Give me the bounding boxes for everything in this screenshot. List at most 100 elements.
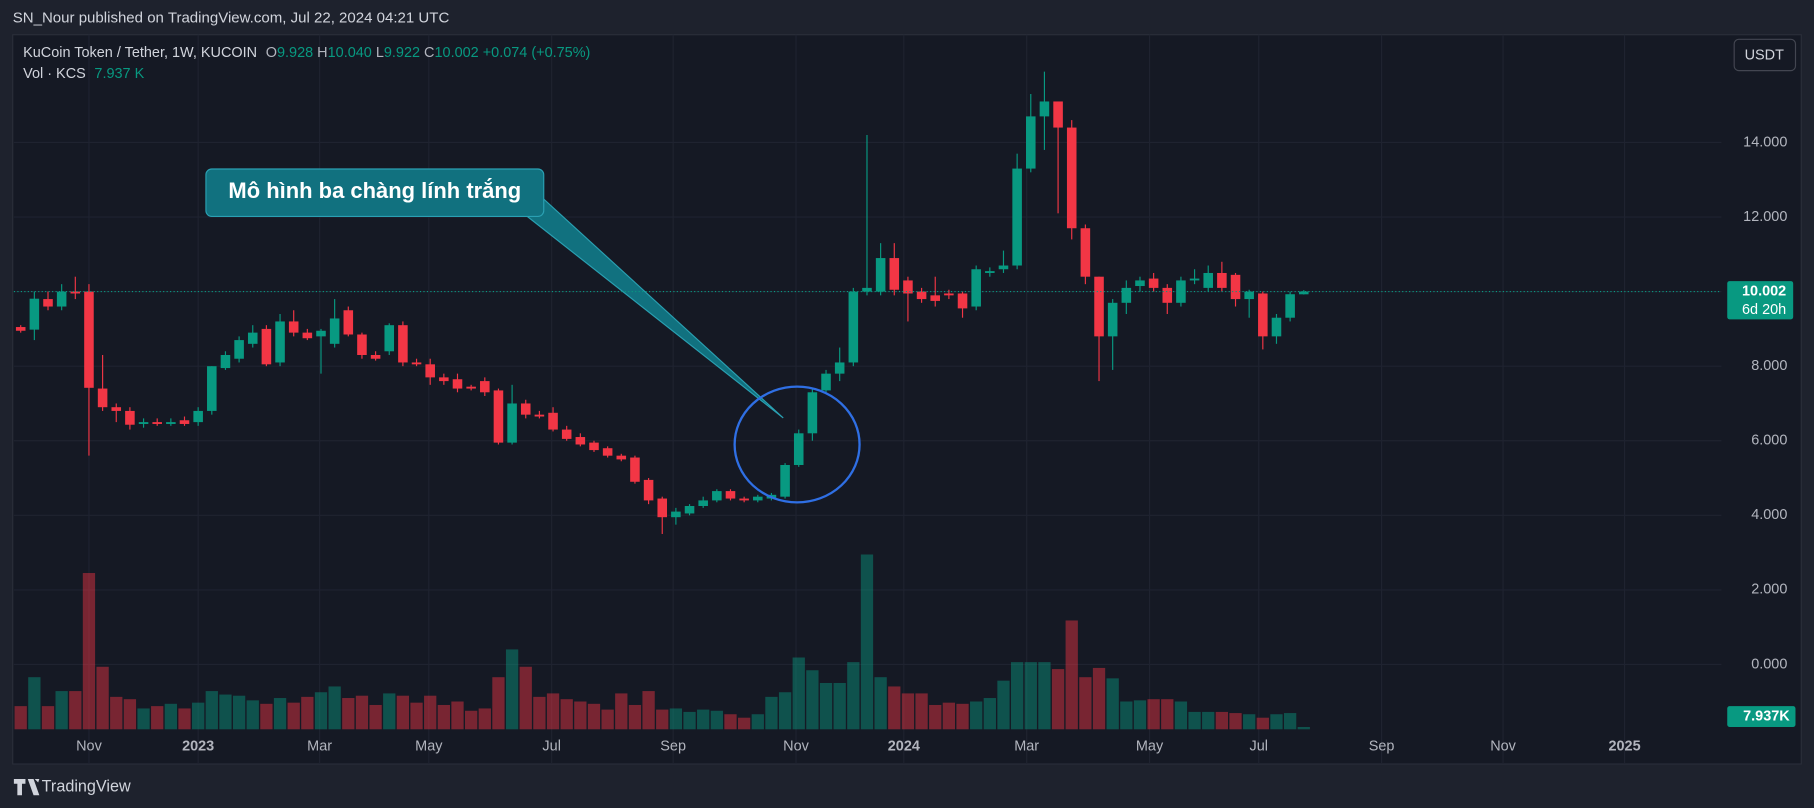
candle-body (657, 498, 668, 518)
volume-bar (437, 704, 450, 730)
candle-body (220, 355, 231, 369)
x-tick-label: Nov (783, 738, 809, 754)
volume-bar (260, 703, 273, 730)
candle-body (1162, 287, 1173, 303)
candle-body (193, 410, 203, 423)
volume-bar (628, 704, 642, 730)
volume-bar (1038, 662, 1051, 730)
volume-bar (55, 691, 68, 730)
candle-body (302, 332, 313, 339)
candle-body (589, 442, 599, 451)
currency-label[interactable]: USDT (1745, 47, 1785, 63)
candle-body (411, 362, 422, 365)
brand-name: TradingView (42, 777, 131, 795)
candle-body (56, 291, 67, 307)
candle-body (166, 422, 176, 424)
candle-body (370, 355, 381, 359)
volume-bar (1283, 713, 1297, 730)
candle-body (234, 340, 244, 359)
brand-logo (13, 779, 40, 796)
volume-bar (1079, 677, 1092, 730)
candle-body (793, 433, 804, 465)
candle-body (698, 500, 708, 507)
y-tick-label: 2.000 (1751, 582, 1787, 598)
candle-body (889, 258, 900, 290)
candle-body (452, 379, 463, 389)
volume-name: Vol · KCS (23, 66, 86, 82)
candle-body (384, 325, 395, 352)
candle-body (1285, 294, 1295, 318)
y-tick-label: 12.000 (1743, 209, 1787, 225)
volume-bar (983, 698, 996, 730)
candle-body (985, 271, 995, 273)
volume-bar (546, 693, 560, 730)
candle-body (753, 496, 763, 501)
candle-body (780, 464, 790, 497)
candle-body (1121, 287, 1132, 303)
candle-body (111, 407, 122, 411)
volume-bar (1133, 700, 1147, 730)
volume-bar (697, 709, 710, 730)
candle-body (125, 410, 135, 425)
candle-body (1244, 291, 1254, 300)
volume-bar (1024, 662, 1037, 730)
volume-badge (1727, 706, 1796, 727)
volume-bar (69, 691, 82, 730)
volume-bar (1297, 726, 1310, 730)
volume-bar (737, 717, 751, 730)
volume-bar (1188, 711, 1201, 730)
volume-bar (1161, 699, 1174, 730)
currency-button[interactable] (1733, 38, 1797, 72)
candle-body (739, 498, 749, 501)
candle-body (684, 506, 695, 514)
volume-bar (560, 699, 573, 730)
volume-bar (410, 702, 423, 730)
volume-bar (478, 708, 491, 730)
volume-bar (1120, 701, 1133, 730)
candle-body (998, 265, 1009, 270)
volume-bar (997, 680, 1010, 730)
volume-bar (1092, 667, 1106, 730)
volume-bar (874, 677, 887, 730)
x-tick-label: Sep (660, 738, 686, 754)
volume-bar (110, 696, 123, 730)
candle-body (466, 386, 476, 389)
publish-info: SN_Nour published on TradingView.com, Ju… (13, 9, 450, 26)
legend-value: 10.040 (328, 45, 372, 61)
volume-bar (819, 682, 833, 730)
candle-body (1203, 272, 1214, 288)
candle-body (712, 491, 722, 501)
volume-bar (342, 698, 355, 730)
volume-bar (724, 714, 737, 730)
volume-bar (232, 695, 246, 730)
volume-bar (505, 649, 519, 730)
candle-body (1230, 274, 1241, 300)
volume-bar (492, 677, 505, 730)
candle-body (493, 390, 504, 443)
volume-bar (301, 696, 314, 730)
last-price-badge (1727, 281, 1794, 320)
candle-body (288, 321, 299, 333)
candle-body (1258, 293, 1268, 337)
candle-body (643, 479, 654, 501)
x-tick-label: May (1136, 738, 1164, 754)
y-tick-label: 0.000 (1751, 656, 1787, 672)
volume-bar (424, 695, 437, 730)
volume-bar (96, 666, 109, 730)
volume-bar (396, 695, 410, 730)
candle-body (616, 455, 627, 460)
candle-body (84, 291, 94, 388)
x-tick-label: 2025 (1608, 738, 1640, 754)
volume-bar (273, 698, 287, 730)
volume-bar (765, 696, 778, 730)
x-tick-label: May (415, 738, 443, 754)
volume-bar (82, 573, 96, 730)
highlight-ellipse (733, 385, 861, 504)
candle-body (930, 295, 941, 301)
volume-bar (1229, 713, 1242, 730)
volume-bar (519, 666, 532, 730)
volume-bar (792, 657, 805, 730)
volume-bar (314, 692, 328, 730)
